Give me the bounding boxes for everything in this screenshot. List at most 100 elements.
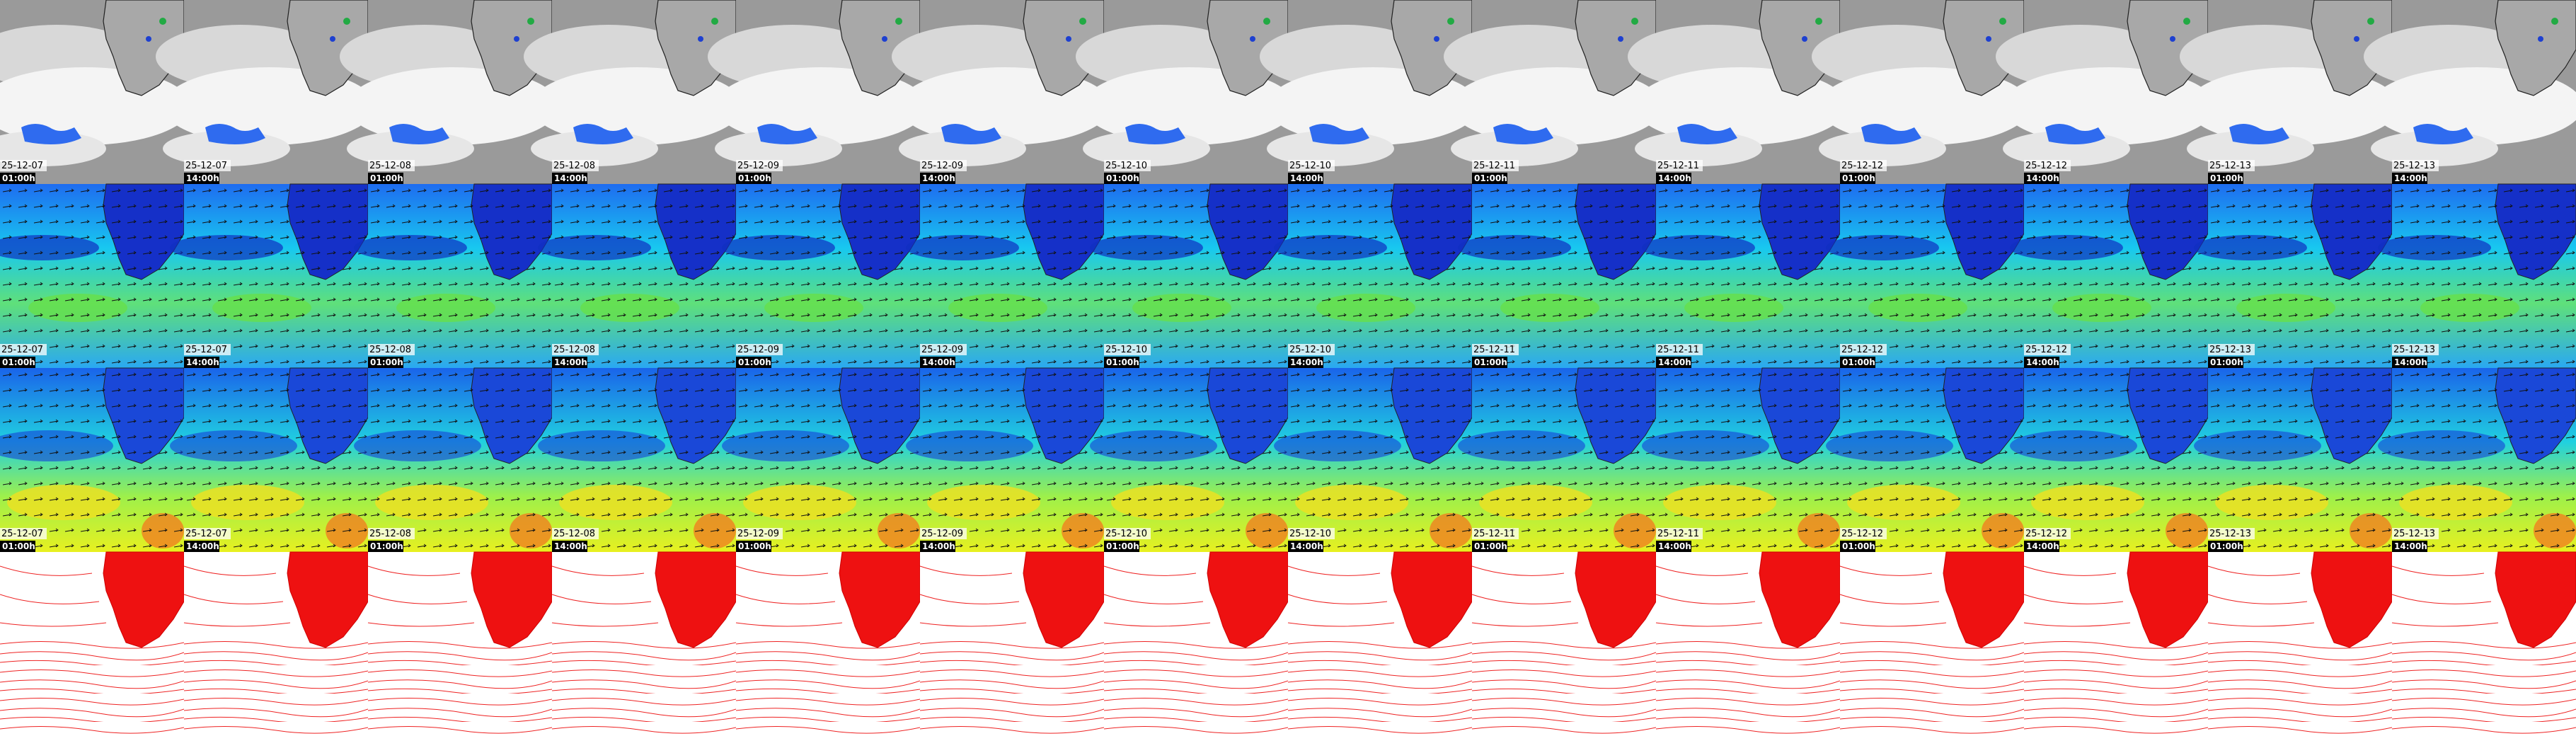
date-label: 25-12-10 [1105,161,1147,171]
pressure-panel [184,552,368,736]
gust-panel: 25-12-10 01:00h [1090,368,1288,552]
date-background [1656,160,1703,171]
date-background [920,344,967,355]
time-background [1656,173,1691,184]
map-image [2378,184,2576,368]
gust-panel: 25-12-13 01:00h [2194,368,2392,552]
date-label: 25-12-10 [1105,345,1147,355]
map-image [736,552,920,736]
date-label: 25-12-11 [1657,161,1699,171]
pressure-panel [1104,552,1288,736]
map-image [2392,552,2576,736]
satellite-panel: 25-12-09 01:00h [708,0,927,184]
date-label: 25-12-13 [2393,161,2435,171]
time-background [920,357,955,368]
map-image [2010,368,2208,552]
map-image [1260,0,1479,184]
pressure-panel [368,552,552,736]
date-background [184,528,231,539]
satellite-panel: 25-12-11 01:00h [1444,0,1663,184]
time-label: 14:00h [1290,541,1323,551]
time-background [0,541,35,552]
time-background [184,173,219,184]
satellite-panel: 25-12-11 14:00h [1628,0,1847,184]
time-background [1288,357,1323,368]
time-label: 01:00h [370,173,403,183]
map-image [920,552,1104,736]
map-image [184,552,368,736]
time-background [184,357,219,368]
satellite-panel: 25-12-10 14:00h [1260,0,1479,184]
map-image [1444,0,1663,184]
map-image [0,368,184,552]
time-label: 14:00h [2394,173,2427,183]
date-label: 25-12-10 [1289,161,1331,171]
gust-panel: 25-12-10 14:00h [1274,368,1472,552]
map-image [1642,368,1840,552]
date-background [1472,160,1519,171]
date-background [1104,344,1151,355]
time-label: 14:00h [554,357,587,367]
time-background [2208,541,2243,552]
map-image [1472,552,1656,736]
satellite-panel: 25-12-09 14:00h [892,0,1111,184]
wind-panel: 25-12-12 14:00h [2010,184,2208,368]
time-background [1840,541,1875,552]
date-background [920,528,967,539]
time-label: 14:00h [1290,173,1323,183]
map-image [1628,0,1847,184]
date-background [2024,160,2071,171]
pressure-panel [736,552,920,736]
satellite-panel: 25-12-12 01:00h [1812,0,2031,184]
date-background [2024,344,2071,355]
date-background [552,344,599,355]
time-background [920,541,955,552]
map-image [0,184,184,368]
date-label: 25-12-10 [1289,529,1331,539]
time-label: 01:00h [2,173,35,183]
date-background [368,344,415,355]
gust-panel: 25-12-07 01:00h [0,368,184,552]
date-background [184,160,231,171]
map-image [524,0,743,184]
date-label: 25-12-12 [1841,161,1883,171]
time-background [1656,357,1691,368]
date-background [184,344,231,355]
time-background [2392,357,2427,368]
time-background [1472,541,1507,552]
map-image [0,0,191,184]
map-image [368,552,552,736]
map-image [1826,184,2024,368]
map-image [708,0,927,184]
date-background [736,160,783,171]
pressure-panel [0,552,184,736]
satellite-panel: 25-12-07 14:00h [156,0,375,184]
time-background [552,357,587,368]
date-background [0,528,47,539]
date-background [1288,344,1335,355]
date-label: 25-12-13 [2209,529,2251,539]
time-background [1656,541,1691,552]
date-background [2392,160,2439,171]
pressure-panel [1840,552,2024,736]
time-background [1840,173,1875,184]
date-label: 25-12-10 [1105,529,1147,539]
gust-panel: 25-12-12 14:00h [2010,368,2208,552]
wind-panel: 25-12-07 14:00h [170,184,368,368]
wind-panel: 25-12-12 01:00h [1826,184,2024,368]
map-image [1104,552,1288,736]
date-background [552,528,599,539]
wind-panel: 25-12-09 01:00h [722,184,920,368]
date-background [2392,344,2439,355]
date-label: 25-12-11 [1473,345,1515,355]
pressure-panel [2024,552,2208,736]
date-background [1656,344,1703,355]
satellite-panel: 25-12-10 01:00h [1076,0,1295,184]
gust-panel: 25-12-12 01:00h [1826,368,2024,552]
date-background [2208,528,2255,539]
map-image [2024,552,2208,736]
date-label: 25-12-12 [1841,345,1883,355]
map-image [1812,0,2031,184]
map-image [538,368,736,552]
time-label: 14:00h [186,541,219,551]
